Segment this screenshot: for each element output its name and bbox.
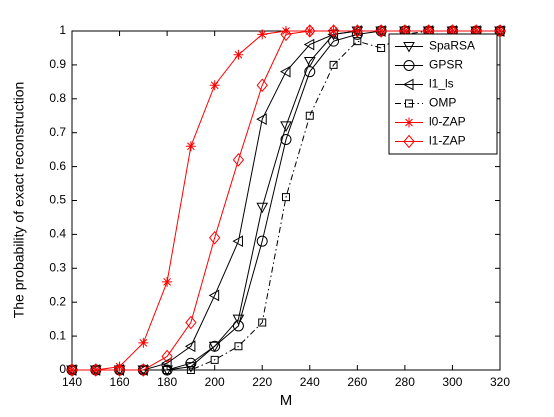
marker — [232, 235, 243, 248]
marker — [210, 355, 219, 364]
legend-marker — [405, 99, 413, 108]
y-tick-label: 0.8 — [49, 91, 66, 105]
marker — [163, 366, 172, 374]
y-tick-label: 0.6 — [49, 159, 66, 173]
y-tick-label: 0.7 — [49, 125, 66, 139]
marker — [256, 202, 269, 214]
x-tick-label: 320 — [490, 375, 510, 389]
x-tick-label: 160 — [110, 375, 130, 389]
marker — [66, 363, 78, 377]
marker — [351, 24, 363, 38]
marker — [303, 38, 315, 51]
marker — [232, 153, 245, 167]
y-tick-label: 0.3 — [49, 260, 66, 274]
marker — [185, 315, 197, 330]
x-tick-label: 220 — [252, 375, 272, 389]
marker — [304, 24, 316, 38]
marker — [303, 57, 316, 68]
marker — [138, 337, 149, 348]
x-tick-label: 180 — [157, 375, 177, 389]
legend-marker — [403, 134, 415, 149]
legend-label: l1-ZAP — [429, 134, 466, 148]
marker — [304, 66, 316, 78]
x-tick-label: 240 — [300, 375, 320, 389]
x-tick-label: 260 — [347, 375, 367, 389]
marker — [90, 363, 102, 377]
marker — [185, 357, 197, 369]
legend-label: SpaRSA — [429, 39, 475, 53]
marker — [328, 35, 340, 47]
marker — [185, 141, 196, 152]
x-tick-label: 280 — [395, 375, 415, 389]
marker — [137, 363, 149, 377]
legend-box — [388, 33, 498, 155]
marker — [114, 361, 125, 372]
marker — [327, 24, 340, 38]
y-tick-label: 0.5 — [49, 193, 66, 207]
legend-marker — [404, 117, 414, 128]
legend-marker — [402, 78, 414, 91]
marker — [209, 340, 221, 352]
legend-label: l0-ZAP — [429, 115, 466, 129]
marker — [209, 80, 220, 91]
legend-label: l1_ls — [429, 77, 454, 91]
legend-marker — [403, 42, 415, 53]
marker — [161, 349, 173, 364]
marker — [282, 193, 290, 202]
x-tick-label: 200 — [205, 375, 225, 389]
marker — [256, 235, 268, 247]
marker — [256, 113, 267, 125]
y-tick-label: 1 — [59, 23, 66, 37]
y-tick-label: 0.9 — [49, 57, 66, 71]
marker — [375, 24, 387, 38]
marker — [209, 231, 221, 245]
marker — [256, 78, 268, 93]
marker — [257, 29, 268, 40]
marker — [232, 314, 245, 326]
legend-label: OMP — [429, 96, 456, 110]
marker — [208, 341, 221, 353]
x-axis-label: M — [280, 392, 293, 409]
marker — [161, 357, 172, 370]
marker — [234, 342, 243, 351]
y-tick-label: 0 — [59, 362, 66, 376]
x-tick-label: 140 — [62, 375, 82, 389]
series-line — [72, 30, 500, 371]
marker — [494, 24, 506, 38]
marker — [329, 60, 338, 69]
marker — [208, 289, 220, 302]
marker — [353, 37, 362, 46]
y-tick-label: 0.2 — [49, 294, 66, 308]
marker — [280, 27, 292, 42]
marker — [305, 111, 314, 120]
marker — [377, 43, 386, 52]
marker — [232, 320, 244, 332]
marker — [162, 276, 173, 287]
x-tick-label: 300 — [442, 375, 462, 389]
marker — [113, 363, 126, 377]
marker — [280, 133, 292, 145]
marker — [280, 121, 292, 132]
marker — [184, 340, 196, 353]
legend-marker — [403, 60, 415, 71]
marker — [233, 49, 244, 60]
y-tick-label: 0.4 — [49, 227, 66, 241]
y-axis-label: The probability of exact reconstruction — [11, 82, 27, 319]
marker — [281, 26, 291, 36]
marker — [186, 366, 195, 374]
marker — [258, 318, 267, 327]
y-tick-label: 0.1 — [49, 328, 66, 342]
marker — [279, 65, 291, 78]
legend-label: GPSR — [429, 58, 463, 72]
